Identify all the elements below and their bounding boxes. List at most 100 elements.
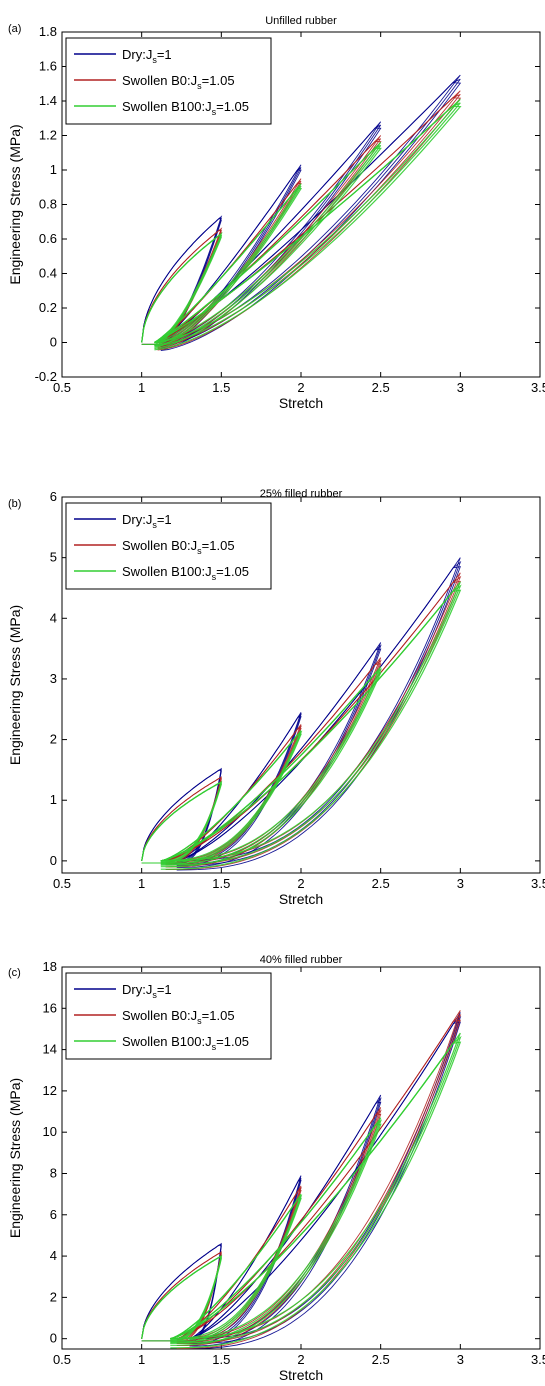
series-2 [141, 1032, 462, 1349]
x-tick-label: 2 [297, 380, 304, 395]
y-tick-label: 16 [43, 1000, 57, 1015]
curves [141, 74, 462, 351]
x-tick-label: 3 [457, 876, 464, 891]
x-tick-label: 3.5 [531, 1352, 545, 1367]
y-tick-label: 3 [50, 671, 57, 686]
y-tick-label: 0.4 [39, 266, 57, 281]
x-tick-label: 1 [138, 380, 145, 395]
y-tick-label: 1.4 [39, 93, 57, 108]
series-0-cycle-3 [160, 82, 462, 351]
series-2-cycle-0 [141, 234, 223, 347]
x-tick-label: 1.5 [212, 380, 230, 395]
x-tick-label: 2.5 [372, 1352, 390, 1367]
legend-label-2: Swollen B100:Js=1.05 [122, 1034, 249, 1052]
y-axis-label: Engineering Stress (MPa) [7, 1078, 23, 1238]
chart-panel-b: (b)25% filled rubber0.511.522.533.501234… [7, 488, 545, 907]
y-tick-label: 8 [50, 1165, 57, 1180]
curves [141, 1010, 462, 1349]
y-tick-label: 12 [43, 1083, 57, 1098]
y-tick-label: 14 [43, 1042, 57, 1057]
x-axis-label: Stretch [279, 891, 323, 907]
x-tick-label: 3 [457, 380, 464, 395]
legend-label-1: Swollen B0:Js=1.05 [122, 1008, 235, 1026]
series-2-cycle-3 [170, 1041, 462, 1349]
series-2-cycle-2 [170, 1123, 382, 1346]
y-tick-label: 1.6 [39, 59, 57, 74]
y-tick-label: 1.8 [39, 24, 57, 39]
series-2 [141, 98, 462, 351]
legend-label-2: Swollen B100:Js=1.05 [122, 564, 249, 582]
y-axis-label: Engineering Stress (MPa) [7, 605, 23, 765]
series-2-cycle-0 [141, 782, 223, 864]
chart-title: Unfilled rubber [265, 15, 337, 27]
y-tick-label: 1 [50, 162, 57, 177]
x-tick-label: 0.5 [53, 876, 71, 891]
y-tick-label: 0 [50, 853, 57, 868]
y-tick-label: 18 [43, 959, 57, 974]
legend: Dry:Js=1 Swollen B0:Js=1.05 Swollen B100:J… [65, 37, 272, 125]
x-tick-label: 3.5 [531, 380, 545, 395]
legend-label-0: Dry:Js=1 [122, 982, 172, 1000]
legend-label-1: Swollen B0:Js=1.05 [122, 73, 235, 91]
x-axis-label: Stretch [279, 1367, 323, 1383]
y-tick-label: 0 [50, 1331, 57, 1346]
y-tick-label: 1 [50, 792, 57, 807]
panel-label: (b) [8, 498, 21, 510]
curves [141, 557, 462, 871]
y-tick-label: 5 [50, 550, 57, 565]
x-tick-label: 0.5 [53, 1352, 71, 1367]
series-2-cycle-3 [160, 589, 462, 870]
series-0-cycle-3 [189, 1021, 461, 1349]
x-tick-label: 0.5 [53, 380, 71, 395]
series-2-cycle-3 [154, 105, 462, 351]
series-2-cycle-2 [160, 671, 382, 868]
series-1-cycle-0 [141, 777, 222, 864]
series-2 [141, 581, 462, 870]
x-tick-label: 2.5 [372, 380, 390, 395]
legend-label-1: Swollen B0:Js=1.05 [122, 538, 235, 556]
chart-panel-c: (c) 40% filled rubber 0.5 1 1.5 2 2.5 3 3.5 0 2 4 6 8… [7, 954, 545, 1383]
x-tick-label: 1.5 [212, 1352, 230, 1367]
chart-panel-a: (a) Unfilled rubber 0.5 1 1.5 2 2.5 3 3.5 -0.2 0 0.… [7, 15, 545, 411]
panel-label: (a) [8, 23, 21, 35]
series-1-cycle-2 [176, 1113, 382, 1347]
legend-label-0: Dry:Js=1 [122, 47, 172, 65]
x-tick-label: 1.5 [212, 876, 230, 891]
legend-box [65, 502, 272, 590]
legend-box [65, 37, 272, 125]
x-tick-label: 1 [138, 1352, 145, 1367]
legend-label-0: Dry:Js=1 [122, 512, 172, 530]
y-axis-label: Engineering Stress (MPa) [7, 124, 23, 284]
y-tick-label: 4 [50, 610, 57, 625]
x-tick-label: 2.5 [372, 876, 390, 891]
x-tick-label: 2 [297, 1352, 304, 1367]
legend-box [65, 972, 272, 1060]
y-tick-label: 2 [50, 1289, 57, 1304]
x-tick-label: 1 [138, 876, 145, 891]
chart-title: 40% filled rubber [260, 954, 343, 966]
y-tick-label: 0.2 [39, 300, 57, 315]
series-1-cycle-0 [141, 1252, 222, 1342]
y-tick-label: 10 [43, 1124, 57, 1139]
y-tick-label: -0.2 [35, 369, 57, 384]
y-tick-label: 6 [50, 1207, 57, 1222]
series-2-cycle-0 [141, 1256, 222, 1342]
y-tick-label: 4 [50, 1248, 57, 1263]
y-tick-label: 1.2 [39, 128, 57, 143]
panel-label: (c) [8, 967, 21, 979]
series-2-cycle-2 [154, 147, 382, 350]
x-tick-label: 3 [457, 1352, 464, 1367]
y-tick-label: 6 [50, 489, 57, 504]
x-tick-label: 2 [297, 876, 304, 891]
x-tick-label: 3.5 [531, 876, 545, 891]
series-2-cycle-1 [154, 187, 303, 348]
y-tick-label: 0.8 [39, 197, 57, 212]
y-tick-label: 0 [50, 335, 57, 350]
x-axis-label: Stretch [279, 395, 323, 411]
legend: Dry:Js=1 Swollen B0:Js=1.05 Swollen B100:J… [65, 502, 272, 590]
y-tick-label: 2 [50, 732, 57, 747]
legend-label-2: Swollen B100:Js=1.05 [122, 99, 249, 117]
y-tick-label: 0.6 [39, 231, 57, 246]
legend: Dry:Js=1 Swollen B0:Js=1.05 Swollen B100:J… [65, 972, 272, 1060]
